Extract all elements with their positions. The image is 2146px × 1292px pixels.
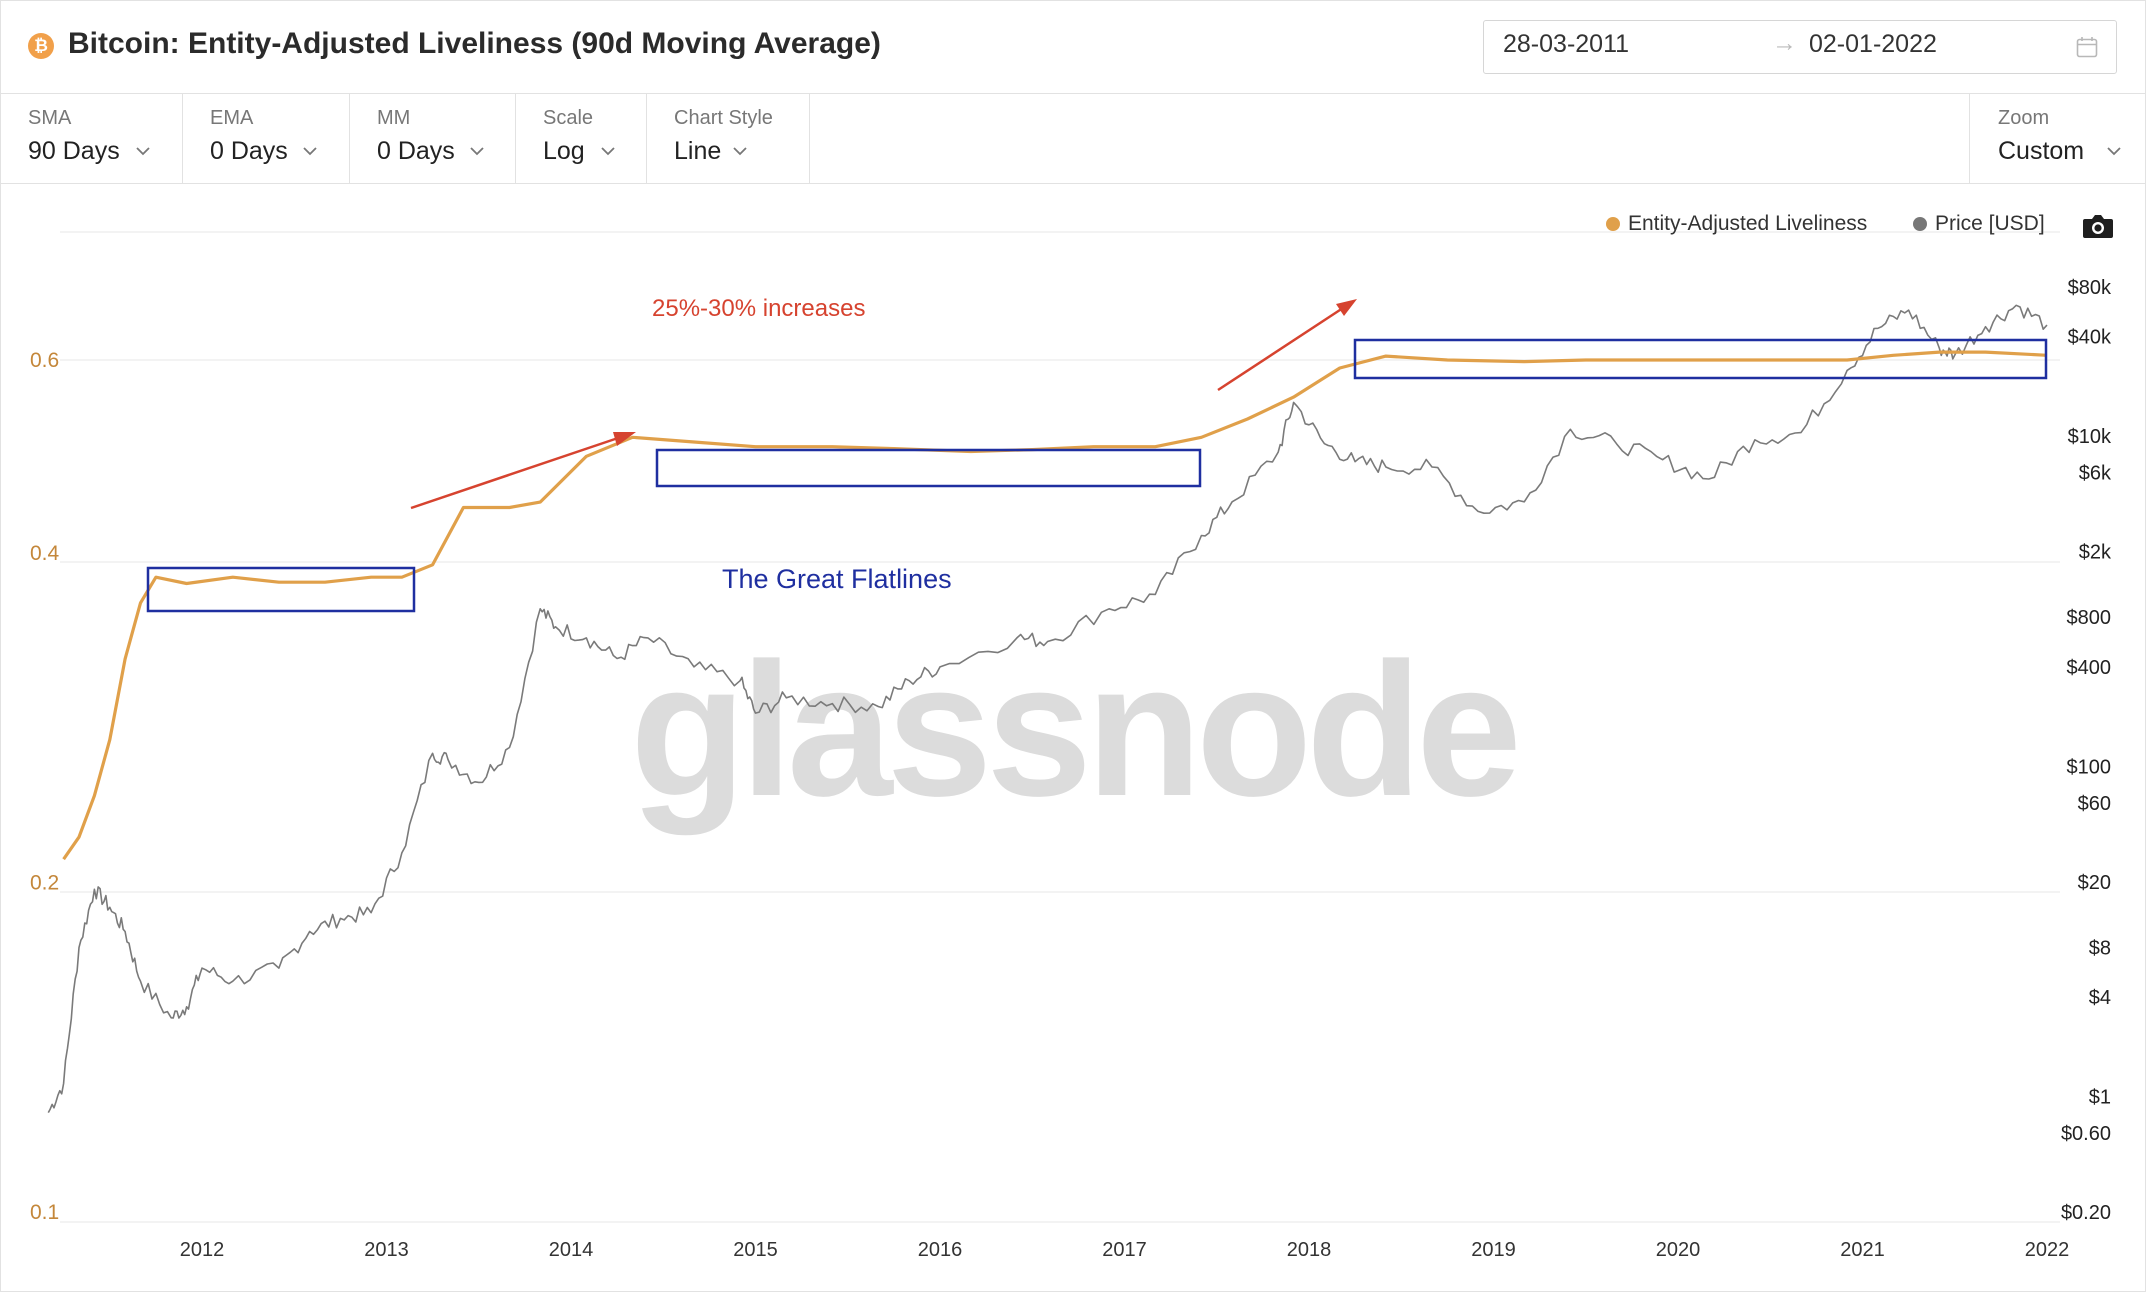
- grid-lines: [60, 231, 2060, 1223]
- ema-label: EMA: [210, 107, 254, 129]
- right-axis-tick-label: $20: [2078, 872, 2111, 894]
- legend-item-price[interactable]: Price [USD]: [1913, 212, 2045, 236]
- right-axis-tick-label: $0.60: [2061, 1123, 2111, 1145]
- flatline-box-2019: [1353, 338, 2048, 380]
- flatline-box-2012: [146, 566, 416, 613]
- date-from-input[interactable]: 28-03-2011: [1503, 30, 1630, 58]
- x-axis-tick-label: 2020: [1656, 1239, 1701, 1261]
- ema-value[interactable]: 0 Days: [210, 137, 288, 165]
- camera-icon[interactable]: [2082, 212, 2114, 240]
- right-axis-tick-label: $60: [2078, 793, 2111, 815]
- scale-label: Scale: [543, 107, 594, 129]
- calendar-icon[interactable]: [2076, 36, 2098, 58]
- chevron-down-icon[interactable]: [469, 145, 485, 157]
- x-axis-tick-label: 2021: [1840, 1239, 1885, 1261]
- x-axis-tick-label: 2017: [1102, 1239, 1147, 1261]
- price-legend-dot: [1913, 217, 1927, 231]
- chart-header: ₿ Bitcoin: Entity-Adjusted Liveliness (9…: [0, 0, 2146, 94]
- left-axis-tick-label: 0.4: [30, 542, 60, 565]
- date-range-picker[interactable]: 28-03-2011 → 02-01-2022: [1483, 20, 2117, 74]
- right-axis-tick-label: $4: [2089, 987, 2111, 1009]
- right-axis-tick-label: $6k: [2079, 463, 2112, 485]
- x-axis-tick-label: 2015: [733, 1239, 778, 1261]
- zoom-label: Zoom: [1998, 107, 2050, 129]
- x-axis-tick-label: 2022: [2025, 1239, 2070, 1261]
- chart-style-dropdown[interactable]: Chart Style Line: [646, 93, 810, 183]
- right-axis-tick-label: $1: [2089, 1087, 2111, 1109]
- zoom-value[interactable]: Custom: [1998, 137, 2085, 165]
- price-legend-label: Price [USD]: [1935, 212, 2045, 235]
- liveliness-series-line: [62, 350, 2048, 861]
- chevron-down-icon[interactable]: [302, 145, 318, 157]
- increase-arrow-2: [1217, 299, 1357, 392]
- sma-dropdown[interactable]: SMA 90 Days: [0, 93, 183, 183]
- left-axis-tick-label: 0.2: [30, 871, 59, 894]
- left-axis-tick-label: 0.6: [30, 349, 59, 372]
- left-axis-tick-label: 0.1: [30, 1201, 59, 1224]
- date-range-arrow: →: [1772, 29, 1797, 57]
- x-axis-tick-label: 2013: [364, 1239, 409, 1261]
- chevron-down-icon[interactable]: [732, 145, 748, 157]
- chevron-down-icon[interactable]: [2106, 145, 2122, 157]
- right-axis-tick-label: $40k: [2068, 327, 2112, 349]
- zoom-dropdown[interactable]: Zoom Custom: [1969, 93, 2146, 183]
- chart-style-value[interactable]: Line: [674, 137, 722, 165]
- price-series-line: [47, 304, 2048, 1113]
- mm-dropdown[interactable]: MM 0 Days: [349, 93, 516, 183]
- bitcoin-icon: ₿: [28, 33, 54, 59]
- x-axis-tick-label: 2016: [918, 1239, 963, 1261]
- liveliness-legend-dot: [1606, 217, 1620, 231]
- x-axis-tick-label: 2018: [1287, 1239, 1332, 1261]
- scale-value[interactable]: Log: [543, 137, 585, 165]
- glassnode-watermark: glassnode: [630, 624, 1516, 836]
- liveliness-legend-label: Entity-Adjusted Liveliness: [1628, 212, 1868, 235]
- right-axis-tick-label: $2k: [2079, 542, 2112, 564]
- flatline-box-2015: [655, 448, 1202, 488]
- date-to-input[interactable]: 02-01-2022: [1809, 30, 1937, 58]
- sma-label: SMA: [28, 107, 72, 129]
- right-axis-tick-label: $800: [2067, 607, 2112, 629]
- chart-toolbar: SMA 90 Days EMA 0 Days MM 0 Days Scale L…: [0, 93, 2146, 184]
- scale-dropdown[interactable]: Scale Log: [515, 93, 647, 183]
- right-axis-tick-label: $100: [2067, 756, 2112, 778]
- sma-value[interactable]: 90 Days: [28, 137, 120, 165]
- x-axis-tick-label: 2014: [549, 1239, 594, 1261]
- chart-style-label: Chart Style: [674, 107, 773, 129]
- chevron-down-icon[interactable]: [600, 145, 616, 157]
- ema-dropdown[interactable]: EMA 0 Days: [182, 93, 350, 183]
- legend-item-liveliness[interactable]: Entity-Adjusted Liveliness: [1606, 212, 1867, 236]
- right-axis-tick-label: $10k: [2068, 426, 2112, 448]
- right-axis-tick-label: $80k: [2068, 277, 2112, 299]
- chart-title: Bitcoin: Entity-Adjusted Liveliness (90d…: [68, 27, 881, 60]
- increase-arrow-1: [410, 432, 636, 510]
- mm-label: MM: [377, 107, 411, 129]
- left-axis: 0.6 0.4 0.2 0.1: [30, 349, 60, 1224]
- right-axis-tick-label: $0.20: [2061, 1202, 2111, 1224]
- right-axis-tick-label: $8: [2089, 937, 2111, 959]
- mm-value[interactable]: 0 Days: [377, 137, 455, 165]
- x-axis-tick-label: 2019: [1471, 1239, 1516, 1261]
- right-axis: $80k $40k $10k $6k $2k $800 $400 $100 $60 $20 $8 $4…: [2061, 277, 2112, 1224]
- flatlines-annotation: The Great Flatlines: [722, 564, 952, 594]
- increases-annotation: 25%-30% increases: [652, 295, 865, 322]
- chevron-down-icon[interactable]: [135, 145, 151, 157]
- x-axis: 2012 2013 2014 2015 2016 2017 2018 2019 2020 2021…: [180, 1239, 2070, 1261]
- x-axis-tick-label: 2012: [180, 1239, 225, 1261]
- right-axis-tick-label: $400: [2067, 657, 2112, 679]
